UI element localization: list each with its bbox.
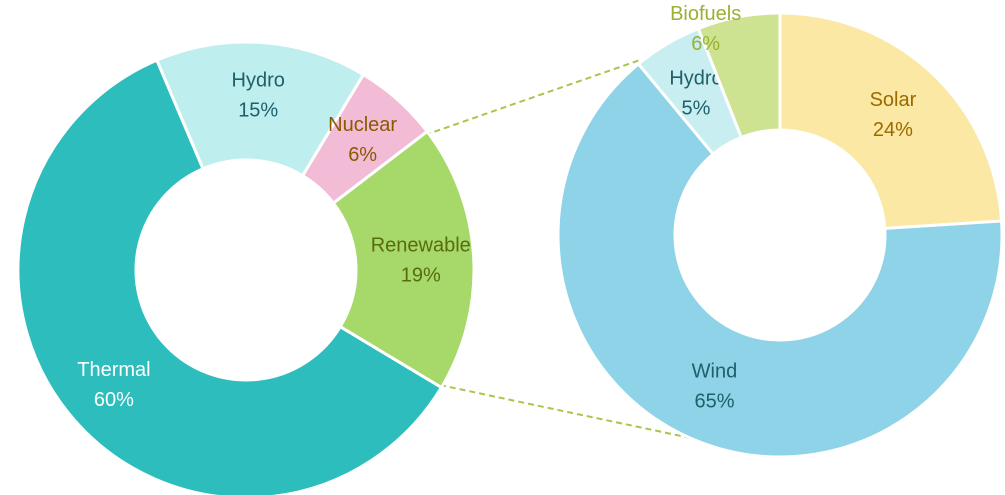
slice-value: 19% <box>401 265 441 287</box>
slice <box>331 129 476 390</box>
slice-value: 65% <box>694 391 734 413</box>
slice-label: Hydro <box>232 70 285 92</box>
slice-label: Wind <box>692 361 738 383</box>
connector <box>439 384 701 441</box>
slice <box>778 11 1004 230</box>
slice <box>154 40 366 178</box>
slice-label: Solar <box>870 89 917 111</box>
slice-label: Renewable <box>371 235 471 257</box>
slice <box>16 58 444 495</box>
slice-value: 15% <box>238 100 278 122</box>
slice-label: Thermal <box>77 359 150 381</box>
slice <box>696 11 782 140</box>
slice-label: Biofuels <box>670 3 741 25</box>
slice-label: Nuclear <box>328 114 397 136</box>
slice-value: 5% <box>682 97 711 119</box>
slice-value: 6% <box>348 144 377 166</box>
slice-value: 60% <box>94 389 134 411</box>
slice-value: 6% <box>691 33 720 55</box>
connector <box>424 59 641 136</box>
slice-label: Hydro <box>669 67 722 89</box>
slice-value: 24% <box>873 119 913 141</box>
slice <box>556 61 1004 459</box>
